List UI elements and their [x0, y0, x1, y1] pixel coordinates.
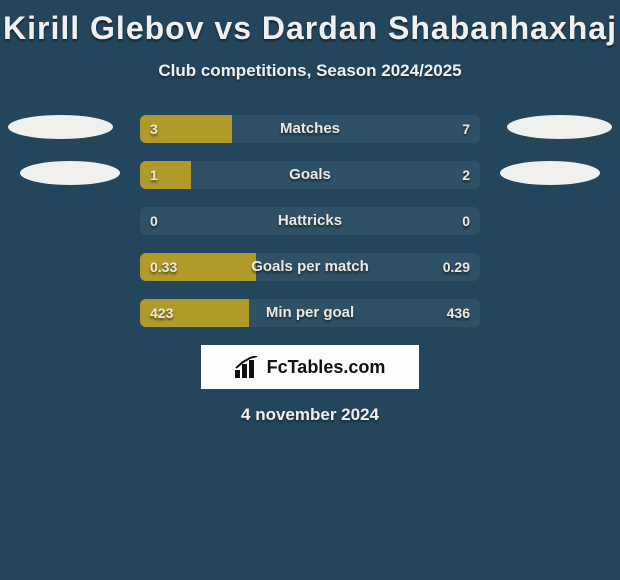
bar-left	[140, 299, 249, 327]
bar-track	[140, 207, 480, 235]
subtitle: Club competitions, Season 2024/2025	[0, 61, 620, 81]
fctables-logo[interactable]: FcTables.com	[201, 345, 419, 389]
date-label: 4 november 2024	[0, 405, 620, 425]
stat-row-hattricks: Hattricks 0 0	[0, 207, 620, 235]
bar-track	[140, 299, 480, 327]
bar-track	[140, 115, 480, 143]
stat-row-goals: Goals 1 2	[0, 161, 620, 189]
logo-text: FcTables.com	[267, 357, 386, 378]
stat-row-min-per-goal: Min per goal 423 436	[0, 299, 620, 327]
bar-left	[140, 161, 191, 189]
bar-left	[140, 253, 256, 281]
bars-icon	[235, 356, 261, 378]
comparison-chart: Matches 3 7 Goals 1 2 Hattricks 0 0 Goal…	[0, 115, 620, 327]
bar-track	[140, 253, 480, 281]
bar-track	[140, 161, 480, 189]
stat-row-goals-per-match: Goals per match 0.33 0.29	[0, 253, 620, 281]
bar-left	[140, 115, 232, 143]
stat-row-matches: Matches 3 7	[0, 115, 620, 143]
page-title: Kirill Glebov vs Dardan Shabanhaxhaj	[0, 0, 620, 47]
